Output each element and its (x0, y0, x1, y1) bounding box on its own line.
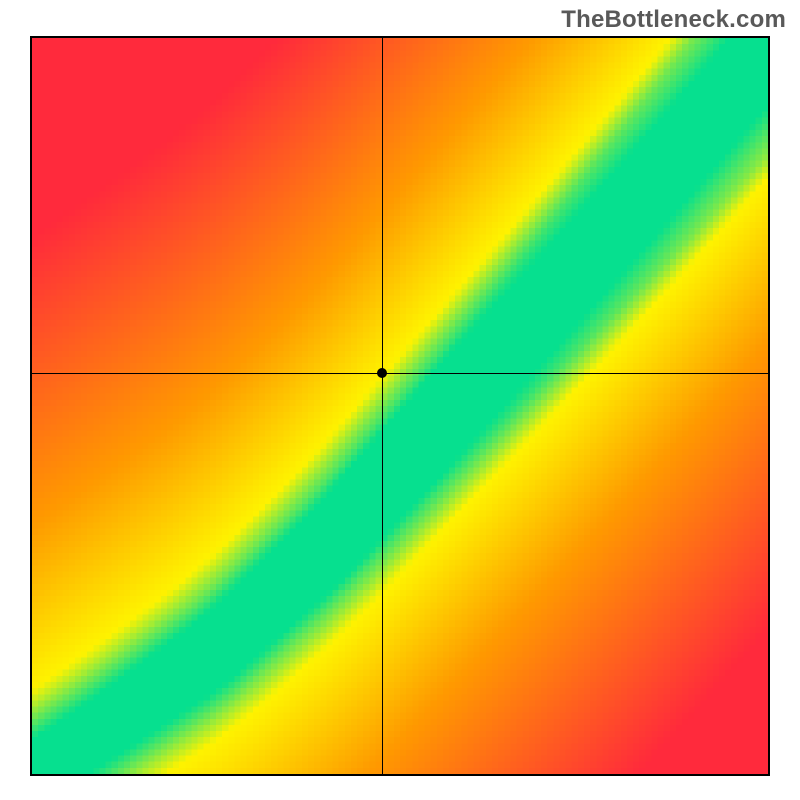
crosshair-marker (377, 368, 387, 378)
crosshair-horizontal (32, 373, 768, 374)
watermark-text: TheBottleneck.com (561, 6, 786, 34)
crosshair-vertical (382, 38, 383, 774)
heatmap-plot (30, 36, 770, 776)
heatmap-canvas (32, 38, 768, 774)
